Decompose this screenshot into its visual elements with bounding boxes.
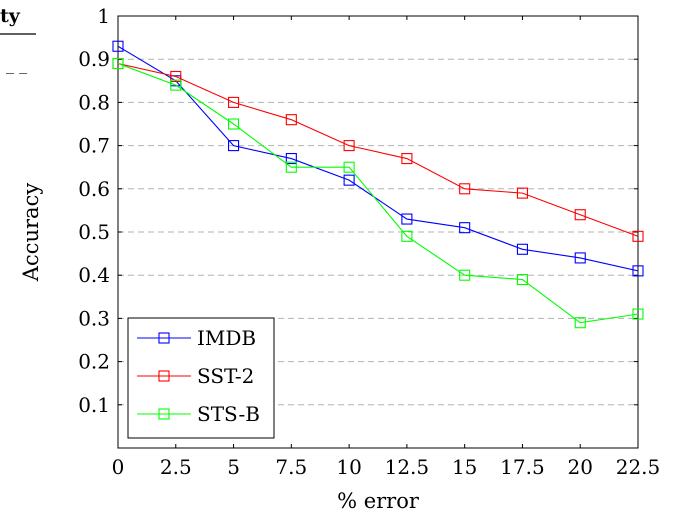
line-sts-b (117, 63, 639, 324)
marker-imdb (228, 140, 240, 152)
marker-sts-b (285, 161, 297, 173)
x-tick-label: 7.5 (275, 455, 307, 479)
series-sts-b (112, 57, 644, 329)
marker-imdb (401, 213, 413, 225)
legend-entry-sts-b: STS-B (137, 402, 260, 426)
y-tick-label: 0.6 (78, 177, 110, 201)
legend-label-sst-2: SST-2 (197, 364, 254, 388)
y-tick-label: 0.7 (78, 134, 110, 158)
series-sst-2 (112, 57, 644, 242)
marker-imdb (516, 243, 528, 255)
marker-imdb (285, 153, 297, 165)
x-tick-label: 12.5 (385, 455, 430, 479)
marker-sst-2 (632, 230, 644, 242)
x-axis-label: % error (337, 489, 420, 513)
x-tick-label: 10 (336, 455, 361, 479)
x-tick-label: 22.5 (616, 455, 661, 479)
marker-sst-2 (459, 183, 471, 195)
marker-sts-b (459, 269, 471, 281)
x-tick-label: 2.5 (160, 455, 192, 479)
x-tick-label: 0 (112, 455, 125, 479)
y-tick-label: 0.8 (78, 90, 110, 114)
x-tick-labels: 0 2.5 5 7.5 10 12.5 15 17.5 20 22.5 (112, 455, 661, 479)
marker-sts-b (112, 57, 124, 70)
y-tick-label: 0.5 (78, 220, 110, 244)
line-imdb (117, 45, 639, 272)
legend-marker-imdb (158, 332, 170, 344)
y-axis-label: Accuracy (19, 183, 43, 283)
marker-sst-2 (285, 114, 297, 126)
y-tick-label: 0.9 (78, 47, 110, 71)
y-tick-label: 0.4 (78, 263, 110, 287)
y-tick-label: 0.3 (78, 306, 110, 330)
marker-sst-2 (170, 70, 182, 83)
y-tick-label: 1 (97, 4, 110, 28)
x-tick-label: 20 (567, 455, 592, 479)
neighbor-heading-fragment: ty (0, 5, 21, 27)
marker-imdb (632, 265, 644, 277)
line-sst-2 (117, 62, 639, 237)
legend-label-imdb: IMDB (197, 326, 256, 350)
marker-sts-b (574, 317, 586, 329)
marker-sst-2 (228, 96, 240, 108)
series-imdb (112, 40, 644, 277)
legend-marker-sst-2 (158, 370, 170, 382)
marker-sst-2 (343, 140, 355, 152)
marker-imdb (574, 252, 586, 264)
marker-imdb (459, 222, 471, 234)
y-tick-label: 0.2 (78, 350, 110, 374)
marker-sts-b (343, 161, 355, 173)
y-tick-label: 0.1 (78, 393, 110, 417)
marker-sst-2 (401, 153, 413, 165)
marker-sts-b (228, 118, 240, 130)
series-layer (112, 40, 644, 329)
x-tick-label: 17.5 (500, 455, 545, 479)
marker-imdb (343, 174, 355, 186)
y-tick-labels: 0.1 0.2 0.3 0.4 0.5 0.6 0.7 0.8 0.9 1 (78, 4, 110, 417)
marker-sst-2 (574, 209, 586, 221)
x-tick-label: 5 (227, 455, 240, 479)
neighbor-dash-fragment: _ _ (6, 55, 27, 74)
legend: IMDB SST-2 STS-B (127, 317, 275, 439)
marker-sts-b (632, 308, 644, 320)
legend-entry-imdb: IMDB (137, 326, 256, 350)
marker-sst-2 (516, 187, 528, 199)
legend-marker-sts-b (158, 408, 170, 420)
axis-ticks (117, 15, 639, 448)
marker-sts-b (516, 273, 528, 286)
legend-entry-sst-2: SST-2 (137, 364, 254, 388)
marker-sts-b (170, 79, 182, 91)
legend-label-sts-b: STS-B (197, 402, 260, 426)
marker-imdb (112, 40, 124, 52)
x-tick-label: 15 (452, 455, 477, 479)
gridlines (118, 58, 638, 406)
marker-sts-b (401, 230, 413, 242)
